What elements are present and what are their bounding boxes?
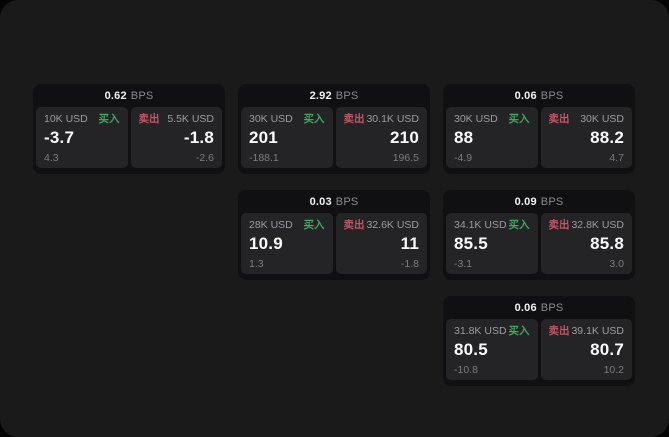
buy-side-label: 买入 <box>303 219 325 231</box>
quote-card[interactable]: 0.62 BPS 10K USD 买入 -3.7 4.3 卖出 5.5K USD… <box>33 84 225 174</box>
sell-sub-value: -1.8 <box>400 258 419 270</box>
sell-side-label: 卖出 <box>343 113 365 125</box>
bps-value: 0.03 <box>309 195 332 208</box>
sell-price: -1.8 <box>183 128 214 147</box>
buy-quote-tile[interactable]: 31.8K USD 买入 80.5 -10.8 <box>446 319 538 380</box>
sell-side-label: 卖出 <box>548 113 570 125</box>
sell-side-label: 卖出 <box>548 325 570 337</box>
buy-amount: 30K USD <box>249 113 293 125</box>
buy-amount: 10K USD <box>44 113 88 125</box>
buy-price: 85.5 <box>454 234 488 253</box>
buy-sub-value: 1.3 <box>249 258 264 270</box>
sell-quote-tile[interactable]: 卖出 32.6K USD 11 -1.8 <box>335 213 427 274</box>
buy-quote-tile[interactable]: 28K USD 买入 10.9 1.3 <box>241 213 333 274</box>
sell-side-label: 卖出 <box>138 113 160 125</box>
sell-price: 11 <box>400 234 419 253</box>
buy-side-label: 买入 <box>98 113 120 125</box>
sell-amount: 30.1K USD <box>366 113 419 125</box>
bps-unit-label: BPS <box>335 195 359 208</box>
bps-value: 0.09 <box>514 195 537 208</box>
sell-quote-tile[interactable]: 卖出 32.8K USD 85.8 3.0 <box>540 213 632 274</box>
buy-quote-tile[interactable]: 10K USD 买入 -3.7 4.3 <box>36 107 128 168</box>
buy-amount: 30K USD <box>454 113 498 125</box>
sell-quote-tile[interactable]: 卖出 30K USD 88.2 4.7 <box>540 107 632 168</box>
buy-quote-tile[interactable]: 30K USD 买入 88 -4.9 <box>446 107 538 168</box>
bps-value: 0.62 <box>104 89 127 102</box>
buy-amount: 34.1K USD <box>454 219 507 231</box>
bps-value: 2.92 <box>309 89 332 102</box>
sell-side-label: 卖出 <box>548 219 570 231</box>
buy-side-label: 买入 <box>303 113 325 125</box>
bps-header: 0.06 BPS <box>443 84 635 107</box>
sell-amount: 32.8K USD <box>571 219 624 231</box>
bps-value: 0.06 <box>514 301 537 314</box>
sell-price: 80.7 <box>590 340 624 359</box>
buy-sub-value: -4.9 <box>454 152 473 164</box>
sell-price: 88.2 <box>590 128 624 147</box>
bps-unit-label: BPS <box>335 89 359 102</box>
buy-sub-value: -3.1 <box>454 258 473 270</box>
sell-side-label: 卖出 <box>343 219 365 231</box>
sell-sub-value: 3.0 <box>609 258 624 270</box>
buy-amount: 31.8K USD <box>454 325 507 337</box>
bps-header: 0.03 BPS <box>238 190 430 213</box>
buy-price: 88 <box>454 128 474 147</box>
bps-unit-label: BPS <box>540 195 564 208</box>
bps-unit-label: BPS <box>540 89 564 102</box>
sell-sub-value: 10.2 <box>603 364 624 376</box>
sell-price: 210 <box>390 128 419 147</box>
sell-quote-tile[interactable]: 卖出 30.1K USD 210 196.5 <box>335 107 427 168</box>
buy-sub-value: -10.8 <box>454 364 478 376</box>
bps-header: 2.92 BPS <box>238 84 430 107</box>
buy-amount: 28K USD <box>249 219 293 231</box>
bps-header: 0.06 BPS <box>443 296 635 319</box>
sell-amount: 30K USD <box>580 113 624 125</box>
sell-amount: 39.1K USD <box>571 325 624 337</box>
buy-price: -3.7 <box>44 128 75 147</box>
bps-unit-label: BPS <box>540 301 564 314</box>
sell-sub-value: -2.6 <box>195 152 214 164</box>
buy-side-label: 买入 <box>508 325 530 337</box>
sell-quote-tile[interactable]: 卖出 39.1K USD 80.7 10.2 <box>540 319 632 380</box>
buy-sub-value: -188.1 <box>249 152 279 164</box>
buy-price: 10.9 <box>249 234 283 253</box>
quote-card[interactable]: 0.03 BPS 28K USD 买入 10.9 1.3 卖出 32.6K US… <box>238 190 430 280</box>
sell-sub-value: 4.7 <box>609 152 624 164</box>
sell-quote-tile[interactable]: 卖出 5.5K USD -1.8 -2.6 <box>130 107 222 168</box>
sell-amount: 5.5K USD <box>167 113 214 125</box>
quote-card[interactable]: 0.06 BPS 31.8K USD 买入 80.5 -10.8 卖出 39.1… <box>443 296 635 386</box>
bps-unit-label: BPS <box>130 89 154 102</box>
bps-value: 0.06 <box>514 89 537 102</box>
buy-side-label: 买入 <box>508 219 530 231</box>
sell-sub-value: 196.5 <box>392 152 419 164</box>
bps-header: 0.62 BPS <box>33 84 225 107</box>
quote-card[interactable]: 0.06 BPS 30K USD 买入 88 -4.9 卖出 30K USD 8… <box>443 84 635 174</box>
sell-amount: 32.6K USD <box>366 219 419 231</box>
sell-price: 85.8 <box>590 234 624 253</box>
buy-sub-value: 4.3 <box>44 152 59 164</box>
buy-price: 80.5 <box>454 340 488 359</box>
quote-card[interactable]: 2.92 BPS 30K USD 买入 201 -188.1 卖出 30.1K … <box>238 84 430 174</box>
bps-header: 0.09 BPS <box>443 190 635 213</box>
buy-price: 201 <box>249 128 278 147</box>
buy-quote-tile[interactable]: 34.1K USD 买入 85.5 -3.1 <box>446 213 538 274</box>
buy-side-label: 买入 <box>508 113 530 125</box>
quote-card[interactable]: 0.09 BPS 34.1K USD 买入 85.5 -3.1 卖出 32.8K… <box>443 190 635 280</box>
buy-quote-tile[interactable]: 30K USD 买入 201 -188.1 <box>241 107 333 168</box>
